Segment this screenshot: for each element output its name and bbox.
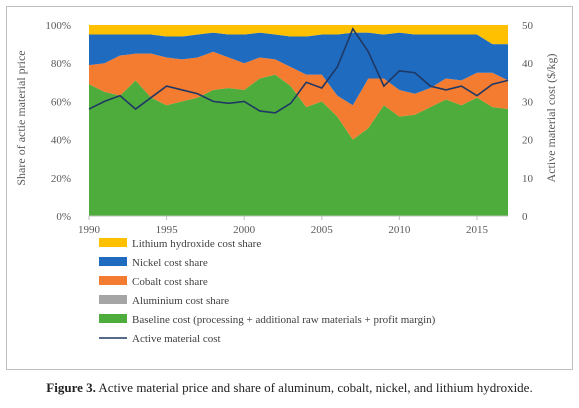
y-axis-right: 0 10 20 30 40 50 [522,20,534,223]
y-tick-label: 60% [51,96,71,108]
legend-label: Cobalt cost share [132,276,208,288]
stacked-areas [89,25,508,216]
legend: Lithium hydroxide cost share Nickel cost … [99,238,436,345]
figure-caption: Figure 3. Active material price and shar… [0,380,579,396]
caption-label: Figure 3. [46,380,96,395]
x-tick-label: 1995 [156,224,179,236]
legend-label: Baseline cost (processing + additional r… [132,314,436,326]
x-axis: 1990 1995 2000 2005 2010 2015 [78,215,508,236]
legend-swatch [99,238,127,247]
y2-tick-label: 20 [522,135,534,147]
y2-tick-label: 50 [522,20,534,32]
y-tick-label: 0% [56,211,71,223]
chart-frame: 1990 1995 2000 2005 2010 2015 0% 20% 40% 60% 80% 1… [6,6,573,370]
legend-label: Nickel cost share [132,257,208,269]
x-tick-label: 2005 [311,224,334,236]
x-tick-label: 2000 [233,224,256,236]
legend-swatch [99,257,127,266]
y2-tick-label: 40 [522,58,534,70]
legend-swatch [99,314,127,323]
caption-text: Active material price and share of alumi… [98,380,533,395]
y-tick-label: 20% [51,173,71,185]
line-series [88,27,509,114]
y-axis-title: Share of actie material price [14,50,28,185]
line-series-0 [88,27,509,114]
y2-tick-label: 30 [522,96,534,108]
y2-tick-label: 10 [522,173,534,185]
chart-svg: 1990 1995 2000 2005 2010 2015 0%20%40%60%80%1… [14,20,558,345]
area-series-3 [89,32,508,106]
y-tick-label: 40% [51,135,71,147]
legend-swatch [99,295,127,304]
area-series-0 [89,74,508,216]
legend-label: Lithium hydroxide cost share [132,238,261,250]
area-series-4 [89,25,508,45]
legend-label: Aluminium cost share [132,295,229,307]
legend-label: Active material cost [132,333,221,345]
y-tick-label: 80% [51,58,71,70]
legend-swatch [99,276,127,285]
x-tick-label: 1990 [78,224,101,236]
y2-axis-title: Active material cost ($/kg) [544,54,558,183]
area-series-2 [89,51,508,140]
x-tick-label: 2010 [388,224,411,236]
y2-tick-label: 0 [522,211,528,223]
y-tick-label: 100% [45,20,71,32]
y-axis-left: 0% 20% 40% 60% 80% 100% [45,20,71,223]
x-tick-label: 2015 [466,224,489,236]
